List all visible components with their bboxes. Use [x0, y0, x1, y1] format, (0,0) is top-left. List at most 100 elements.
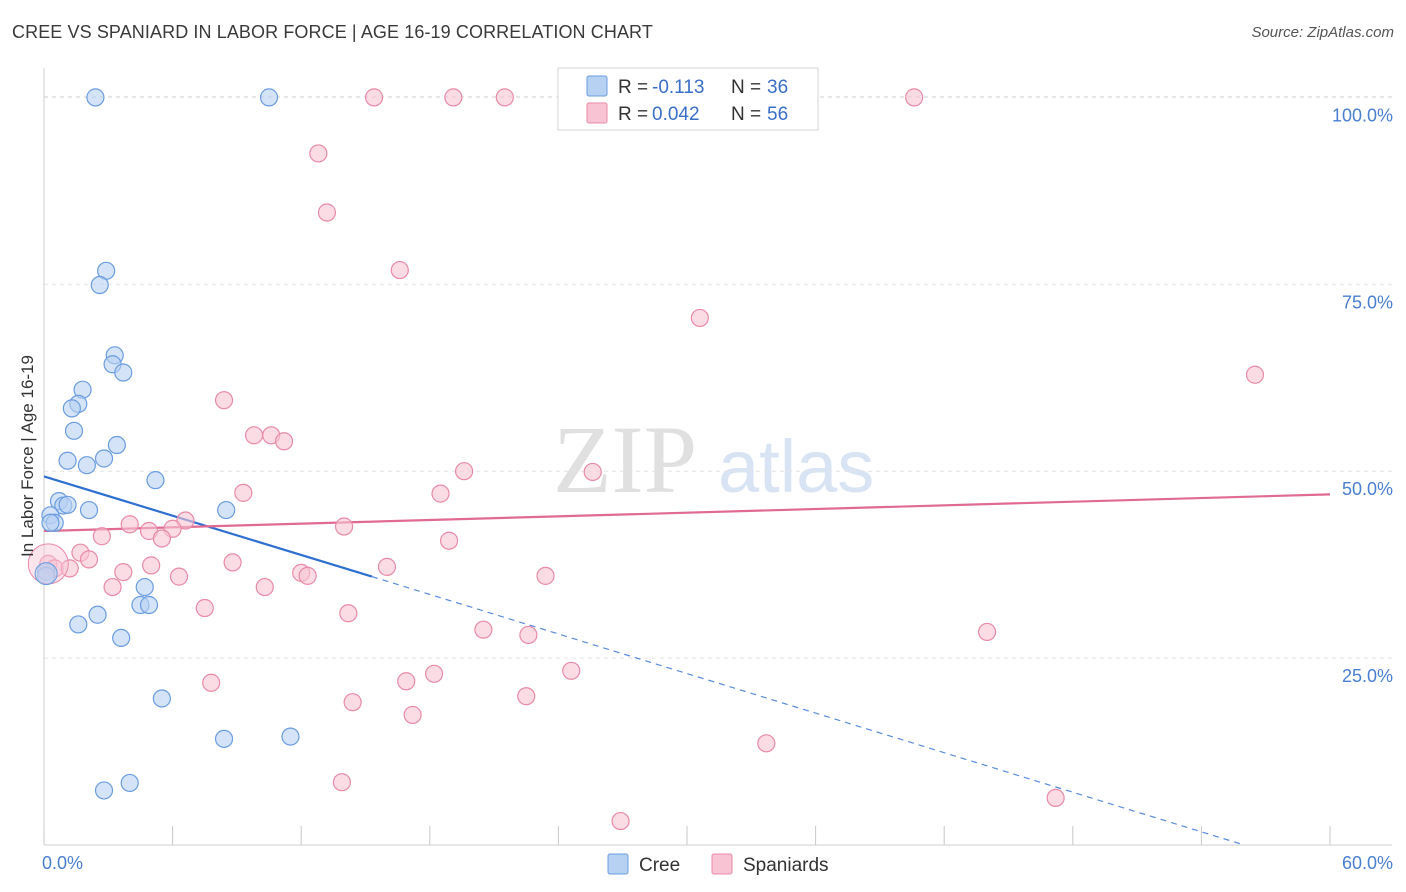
cree-point	[214, 729, 234, 748]
spaniards-point	[309, 144, 328, 163]
spaniards-point	[1245, 365, 1265, 384]
y-tick-label: 75.0%	[1342, 292, 1393, 312]
cree-point	[152, 689, 171, 708]
spaniards-point	[454, 462, 474, 481]
spaniards-point	[334, 517, 354, 536]
cree-point	[259, 88, 279, 107]
x-tick-labels: 0.0% 60.0%	[42, 853, 1393, 873]
spaniards-point	[583, 462, 602, 482]
spaniards-point	[92, 527, 111, 546]
spaniards-point	[424, 664, 444, 683]
spaniards-point	[274, 432, 294, 451]
spaniards-point	[202, 673, 221, 692]
bottom-legend-cree: Cree	[639, 855, 680, 876]
spaniards-point	[339, 604, 358, 623]
spaniards-point	[403, 705, 422, 725]
legend-swatch-spaniards	[586, 102, 608, 124]
legend-swatch-cree	[586, 75, 608, 97]
bottom-legend-spaniards: Spaniards	[743, 855, 829, 876]
spaniards-point	[79, 550, 99, 569]
cree-point	[58, 451, 77, 470]
y-tick-label: 50.0%	[1342, 479, 1393, 499]
cree-point	[79, 500, 99, 520]
spaniards-point	[332, 773, 352, 792]
spaniards-point	[431, 484, 450, 503]
legend-spaniards-r-value: 0.042	[652, 104, 700, 125]
cree-point	[114, 363, 133, 382]
spaniards-point	[114, 563, 133, 582]
cree-point	[135, 577, 154, 597]
spaniards-point	[690, 308, 709, 328]
watermark-zip: ZIP	[553, 406, 697, 513]
watermark-atlas: atlas	[718, 425, 874, 508]
cree-point	[77, 456, 96, 475]
legend-spaniards-n-value: 56	[767, 104, 788, 125]
spaniards-point	[519, 625, 538, 645]
spaniards-point	[611, 811, 630, 831]
spaniards-point	[120, 515, 139, 534]
spaniards-point	[214, 391, 234, 410]
x-tick-label-max: 60.0%	[1342, 853, 1393, 873]
spaniards-point	[536, 566, 555, 585]
legend-cree-r-value: -0.113	[652, 77, 704, 98]
series-legend: Cree Spaniards	[607, 853, 829, 876]
spaniards-point	[905, 88, 924, 107]
legend-spaniards-n-label: N =	[731, 104, 761, 125]
cree-point	[41, 513, 60, 532]
stats-legend: R = -0.113 N = 36 R = 0.042 N = 56	[557, 67, 819, 131]
cree-point	[64, 421, 84, 440]
spaniards-point	[298, 566, 317, 585]
cree-point	[112, 628, 131, 648]
spaniards-point	[377, 557, 397, 576]
spaniards-point	[169, 567, 189, 586]
spaniards-point	[223, 553, 242, 572]
cree-point	[94, 781, 114, 800]
y-tick-label: 25.0%	[1342, 666, 1393, 686]
y-tick-labels: 25.0% 50.0% 75.0% 100.0%	[1332, 105, 1393, 686]
spaniards-point	[517, 687, 536, 706]
cree-point	[107, 435, 126, 455]
cree-point	[94, 449, 114, 468]
spaniards-point	[195, 598, 214, 618]
chart-title: CREE VS SPANIARD IN LABOR FORCE | AGE 16…	[12, 22, 653, 42]
spaniards-point	[1046, 788, 1065, 808]
legend-cree-n-value: 36	[767, 77, 788, 98]
spaniards-point	[142, 556, 161, 575]
cree-point	[86, 88, 105, 107]
legend-cree-r-label: R =	[618, 77, 648, 98]
trend-lines	[43, 475, 1331, 846]
axes	[43, 68, 1392, 846]
bottom-legend-swatch-spaniards	[711, 853, 733, 875]
spaniards-point	[474, 620, 493, 639]
spaniards-point	[444, 88, 463, 107]
spaniards-point	[364, 88, 384, 107]
spaniards-point	[397, 672, 416, 691]
cree-point	[88, 605, 107, 624]
spaniards-point	[495, 88, 514, 107]
spaniards-point	[343, 693, 362, 712]
spaniards-point	[244, 426, 264, 445]
cree-point	[69, 615, 88, 634]
legend-spaniards-r-label: R =	[618, 104, 648, 125]
cree-point	[217, 500, 236, 520]
spaniards-point	[562, 661, 581, 680]
spaniards-point	[977, 622, 997, 642]
spaniards-point	[390, 260, 409, 280]
cree-point	[281, 727, 300, 746]
spaniards-point	[255, 577, 274, 597]
cree-point	[90, 275, 109, 295]
cree-point	[62, 399, 81, 418]
spaniards-trend-line	[43, 493, 1331, 533]
bottom-legend-swatch-cree	[607, 853, 629, 875]
y-tick-label: 100.0%	[1332, 105, 1393, 125]
cree-trend-line-extrapolated	[371, 576, 1245, 846]
cree-point	[58, 495, 77, 514]
cree-point-large	[34, 562, 58, 586]
spaniards-point	[234, 483, 253, 502]
spaniards-point	[176, 511, 195, 530]
source-label: Source: ZipAtlas.com	[1251, 24, 1394, 41]
cree-point	[139, 595, 159, 615]
gridlines	[44, 95, 1392, 659]
cree-point	[120, 773, 139, 793]
